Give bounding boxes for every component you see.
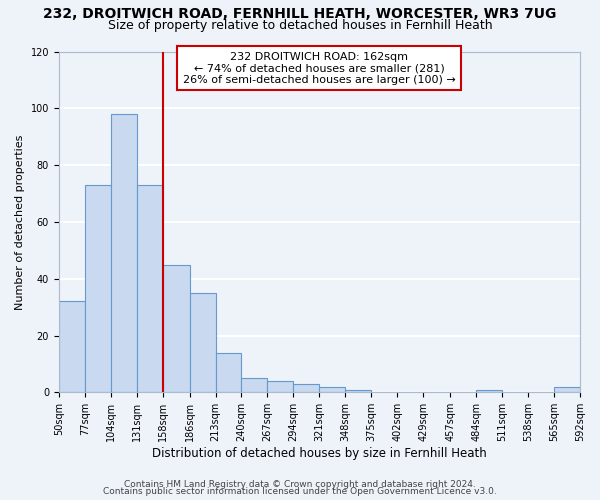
Bar (268, 381, 293, 392)
Bar (137, 185, 163, 392)
Bar (163, 264, 190, 392)
Bar (59, 302, 85, 392)
Y-axis label: Number of detached properties: Number of detached properties (15, 134, 25, 310)
Bar (554, 386, 580, 392)
Bar (111, 114, 137, 392)
Bar (241, 378, 268, 392)
Bar (346, 390, 371, 392)
Text: Contains HM Land Registry data © Crown copyright and database right 2024.: Contains HM Land Registry data © Crown c… (124, 480, 476, 489)
Bar (215, 352, 241, 393)
Text: 232, DROITWICH ROAD, FERNHILL HEATH, WORCESTER, WR3 7UG: 232, DROITWICH ROAD, FERNHILL HEATH, WOR… (43, 8, 557, 22)
Bar (85, 185, 111, 392)
Bar (476, 390, 502, 392)
Text: Size of property relative to detached houses in Fernhill Heath: Size of property relative to detached ho… (107, 19, 493, 32)
X-axis label: Distribution of detached houses by size in Fernhill Heath: Distribution of detached houses by size … (152, 447, 487, 460)
Text: Contains public sector information licensed under the Open Government Licence v3: Contains public sector information licen… (103, 487, 497, 496)
Bar (293, 384, 319, 392)
Bar (319, 386, 346, 392)
Bar (190, 293, 215, 392)
Text: 232 DROITWICH ROAD: 162sqm
← 74% of detached houses are smaller (281)
26% of sem: 232 DROITWICH ROAD: 162sqm ← 74% of deta… (183, 52, 456, 84)
